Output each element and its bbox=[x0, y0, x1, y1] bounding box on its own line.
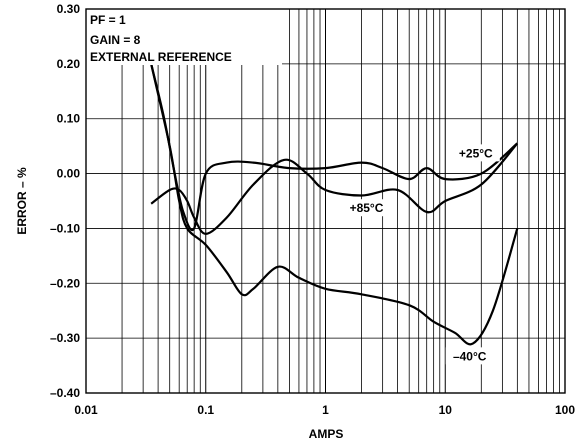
series-line-2 bbox=[150, 63, 519, 346]
annotation-bg bbox=[445, 347, 494, 365]
y-tick-label: 0.10 bbox=[57, 112, 81, 126]
y-tick-label: 0.00 bbox=[57, 167, 81, 181]
series-annotations: +25°C +85°C –40°C bbox=[342, 144, 500, 365]
annotation-label: +85°C bbox=[350, 201, 384, 215]
condition-pf: PF = 1 bbox=[90, 13, 126, 27]
annotation-label: –40°C bbox=[453, 349, 487, 363]
x-tick-label: 100 bbox=[555, 403, 575, 417]
y-tick-label: –0.20 bbox=[50, 276, 80, 290]
x-axis-label: AMPS bbox=[309, 427, 344, 441]
x-tick-label: 1 bbox=[322, 403, 329, 417]
tick-labels: 0.01 0.1 1 10 100 0.30 0.20 0.10 0.00 –0.10 –0.20 –… bbox=[50, 2, 575, 417]
grid-lines bbox=[86, 8, 565, 394]
series-line-1 bbox=[150, 142, 519, 235]
plot-frame bbox=[85, 8, 566, 394]
y-tick-label: –0.40 bbox=[50, 386, 80, 400]
y-tick-label: 0.30 bbox=[57, 2, 81, 16]
y-tick-label: 0.20 bbox=[57, 57, 81, 71]
annotation-bg bbox=[342, 199, 391, 217]
conditions-box: PF = 1 GAIN = 8 EXTERNAL REFERENCE bbox=[86, 9, 282, 65]
y-tick-label: –0.10 bbox=[50, 221, 80, 235]
x-tick-label: 0.01 bbox=[74, 403, 98, 417]
condition-reference: EXTERNAL REFERENCE bbox=[90, 50, 232, 64]
x-tick-label: 10 bbox=[439, 403, 453, 417]
y-axis-label: ERROR – % bbox=[15, 167, 29, 235]
series-lines bbox=[150, 63, 519, 346]
annotation-label: +25°C bbox=[459, 146, 493, 160]
annotation-bg bbox=[451, 144, 500, 162]
x-tick-label: 0.1 bbox=[197, 403, 214, 417]
condition-gain: GAIN = 8 bbox=[90, 33, 141, 47]
y-tick-label: –0.30 bbox=[50, 331, 80, 345]
